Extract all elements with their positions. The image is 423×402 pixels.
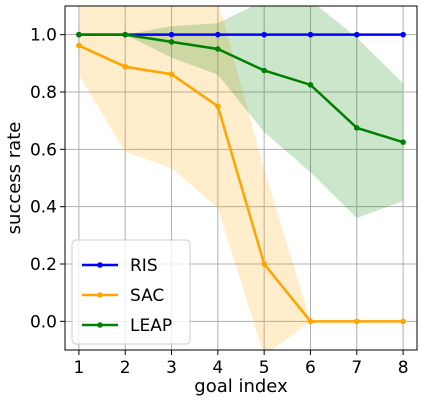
point-ris bbox=[261, 31, 267, 38]
x-tick-label: 1 bbox=[73, 358, 84, 378]
y-tick-label: 0.8 bbox=[30, 83, 57, 103]
band-sac bbox=[78, 6, 404, 350]
legend-label-sac: SAC bbox=[130, 286, 164, 306]
ticks: 1 2 3 4 5 6 7 8 0.0 0.2 0.4 0.6 0.8 1.0 bbox=[30, 26, 409, 378]
point-sac bbox=[261, 261, 267, 267]
point-sac bbox=[76, 42, 82, 49]
legend-marker-leap bbox=[97, 322, 103, 328]
point-sac bbox=[400, 318, 406, 325]
point-ris bbox=[168, 31, 175, 38]
line-leap bbox=[78, 33, 404, 144]
point-sac bbox=[168, 71, 175, 78]
y-axis-label: success rate bbox=[4, 122, 25, 235]
legend-label-leap: LEAP bbox=[130, 316, 172, 336]
x-axis-label: goal index bbox=[194, 376, 288, 397]
legend-marker-sac bbox=[97, 292, 103, 298]
x-tick-label: 3 bbox=[166, 358, 177, 378]
point-leap bbox=[168, 39, 175, 45]
plot-frame bbox=[64, 5, 418, 351]
point-leap bbox=[76, 31, 82, 38]
line-sac bbox=[78, 44, 404, 323]
point-ris bbox=[353, 31, 360, 38]
y-tick-label: 0.4 bbox=[30, 198, 57, 218]
legend: RIS SAC LEAP bbox=[71, 239, 191, 345]
y-tick-label: 1.0 bbox=[30, 26, 57, 46]
band-leap bbox=[78, 6, 404, 219]
y-tick-label: 0.6 bbox=[30, 140, 57, 160]
x-tick-label: 7 bbox=[351, 358, 362, 378]
y-tick-label: 0.2 bbox=[30, 255, 57, 275]
point-leap bbox=[307, 82, 314, 88]
point-sac bbox=[215, 103, 221, 110]
confidence-bands bbox=[78, 6, 404, 350]
legend-marker-ris bbox=[97, 262, 103, 268]
x-tick-label: 2 bbox=[120, 358, 131, 378]
series-lines bbox=[76, 31, 406, 325]
point-ris bbox=[400, 31, 406, 38]
x-tick-label: 4 bbox=[212, 358, 223, 378]
point-leap bbox=[261, 67, 267, 74]
x-tick-label: 5 bbox=[259, 358, 270, 378]
point-ris bbox=[215, 31, 221, 38]
point-sac bbox=[353, 318, 360, 325]
point-ris bbox=[307, 31, 314, 38]
x-tick-label: 8 bbox=[398, 358, 409, 378]
point-leap bbox=[122, 31, 129, 38]
point-leap bbox=[400, 139, 406, 145]
y-tick-label: 0.0 bbox=[30, 312, 57, 332]
x-tick-label: 6 bbox=[305, 358, 316, 378]
point-sac bbox=[122, 63, 129, 70]
point-leap bbox=[215, 46, 221, 52]
legend-label-ris: RIS bbox=[130, 256, 158, 276]
point-leap bbox=[353, 125, 360, 131]
point-sac bbox=[307, 318, 314, 325]
